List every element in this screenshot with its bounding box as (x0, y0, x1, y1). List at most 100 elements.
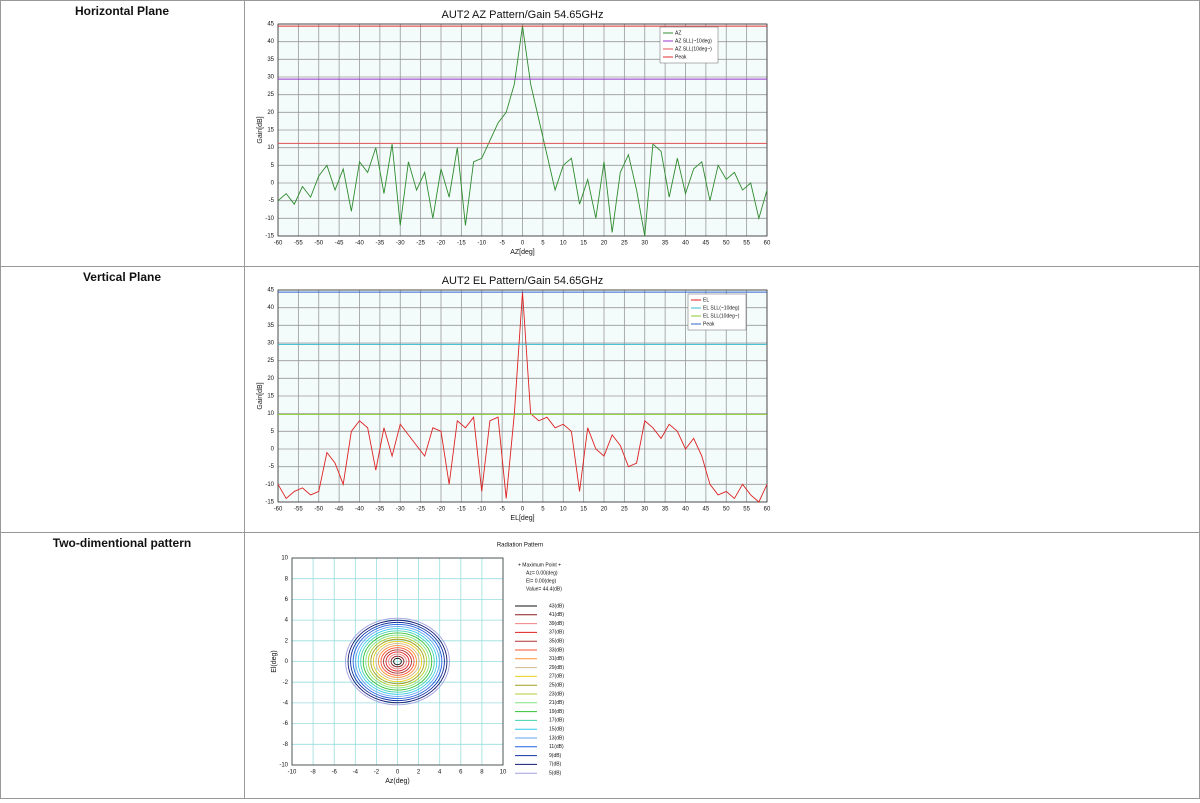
y-tick-label: 30 (267, 341, 274, 347)
annotation: El= 0.00(deg) (526, 578, 556, 584)
annotation: + Maximum Point + (518, 562, 561, 568)
legend-label: 41(dB) (549, 612, 564, 618)
contour (350, 621, 445, 702)
x-tick-label: 30 (641, 241, 648, 247)
y-tick-label: 20 (267, 376, 274, 382)
legend-label: 17(dB) (549, 718, 564, 724)
contour (377, 645, 418, 678)
y-tick-label: 10 (267, 411, 274, 417)
x-tick-label: -5 (499, 507, 505, 513)
row-label: Vertical Plane (83, 270, 161, 284)
y-tick-label: 5 (271, 429, 275, 435)
y-tick-label: 4 (285, 618, 289, 624)
x-tick-label: 50 (723, 507, 730, 513)
x-tick-label: -50 (314, 507, 323, 513)
x-tick-label: -35 (376, 507, 385, 513)
y-tick-label: -15 (265, 500, 274, 506)
x-tick-label: 30 (641, 507, 648, 513)
x-tick-label: -15 (457, 507, 466, 513)
x-tick-label: 15 (580, 241, 587, 247)
x-tick-label: -4 (353, 770, 359, 776)
contour (372, 640, 423, 683)
annotation: Az= 0.00(deg) (526, 570, 558, 576)
row-label: Two-dimentional pattern (53, 536, 191, 550)
x-tick-label: -30 (396, 241, 405, 247)
y-tick-label: -5 (269, 464, 275, 470)
y-tick-label: 20 (267, 110, 274, 116)
y-tick-label: -6 (283, 721, 289, 727)
x-tick-label: 5 (541, 507, 545, 513)
x-tick-label: -6 (332, 770, 338, 776)
contour (362, 632, 433, 691)
x-tick-label: 55 (743, 507, 750, 513)
y-tick-label: -4 (283, 700, 289, 706)
legend-label: 25(dB) (549, 683, 564, 689)
contour (347, 619, 448, 704)
legend-label: 7(dB) (549, 762, 562, 768)
plot-frame (277, 23, 768, 237)
x-tick-label: 25 (621, 241, 628, 247)
y-tick-label: 10 (267, 145, 274, 151)
legend-label: 33(dB) (549, 647, 564, 653)
legend-label: 35(dB) (549, 639, 564, 645)
contour (345, 617, 450, 706)
y-tick-label: -2 (283, 680, 289, 686)
legend-label: 43(dB) (549, 603, 564, 609)
y-tick-label: 25 (267, 358, 274, 364)
legend-label: EL SLL(~10deg) (703, 305, 740, 311)
contour (388, 653, 407, 670)
x-tick-label: -20 (437, 241, 446, 247)
x-tick-label: 10 (560, 241, 567, 247)
x-tick-label: -50 (314, 241, 323, 247)
x-tick-label: 35 (662, 241, 669, 247)
contour (393, 657, 402, 666)
legend-label: 23(dB) (549, 691, 564, 697)
y-tick-label: 6 (285, 597, 289, 603)
y-axis-label: Gain[dB] (257, 116, 264, 143)
contour (380, 647, 415, 676)
y-tick-label: 45 (267, 22, 274, 28)
chart-title: Radiation Pattern (497, 543, 543, 549)
x-tick-label: 4 (438, 770, 442, 776)
legend-label: 15(dB) (549, 727, 564, 733)
x-tick-label: 25 (621, 507, 628, 513)
x-tick-label: -55 (294, 507, 303, 513)
contour (360, 630, 435, 693)
x-tick-label: -55 (294, 241, 303, 247)
x-tick-label: -25 (416, 241, 425, 247)
legend-label: 5(dB) (549, 771, 562, 777)
contour (352, 624, 443, 699)
x-tick-label: 2 (417, 770, 421, 776)
y-axis-label: Gain[dB] (257, 382, 264, 409)
x-tick-label: 6 (459, 770, 463, 776)
x-tick-label: 10 (560, 507, 567, 513)
annotation: Value= 44.4(dB) (526, 586, 562, 592)
chart-title: AUT2 AZ Pattern/Gain 54.65GHz (441, 9, 603, 21)
y-tick-label: -15 (265, 234, 274, 240)
legend-label: 11(dB) (549, 744, 564, 750)
y-tick-label: 40 (267, 305, 274, 311)
y-tick-label: 30 (267, 75, 274, 81)
legend-label: AZ (675, 30, 681, 36)
y-tick-label: 45 (267, 288, 274, 294)
contour (375, 643, 420, 680)
legend-label: 9(dB) (549, 753, 562, 759)
x-tick-label: -10 (477, 241, 486, 247)
x-tick-label: -45 (335, 507, 344, 513)
y-tick-label: 40 (267, 39, 274, 45)
legend-label: EL SLL(10deg~) (703, 313, 740, 319)
contour (357, 628, 438, 695)
y-tick-label: 25 (267, 92, 274, 98)
legend-label: 13(dB) (549, 735, 564, 741)
contour (385, 651, 410, 672)
y-tick-label: 0 (271, 181, 275, 187)
x-tick-label: 40 (682, 507, 689, 513)
chart-title: AUT2 EL Pattern/Gain 54.65GHz (442, 275, 604, 287)
legend-label: Peak (675, 54, 687, 60)
legend-box (687, 293, 747, 331)
x-tick-label: 35 (662, 507, 669, 513)
x-tick-label: 20 (601, 241, 608, 247)
x-tick-label: -30 (396, 507, 405, 513)
plot-frame (291, 557, 504, 766)
x-axis-label: AZ[deg] (510, 249, 535, 256)
